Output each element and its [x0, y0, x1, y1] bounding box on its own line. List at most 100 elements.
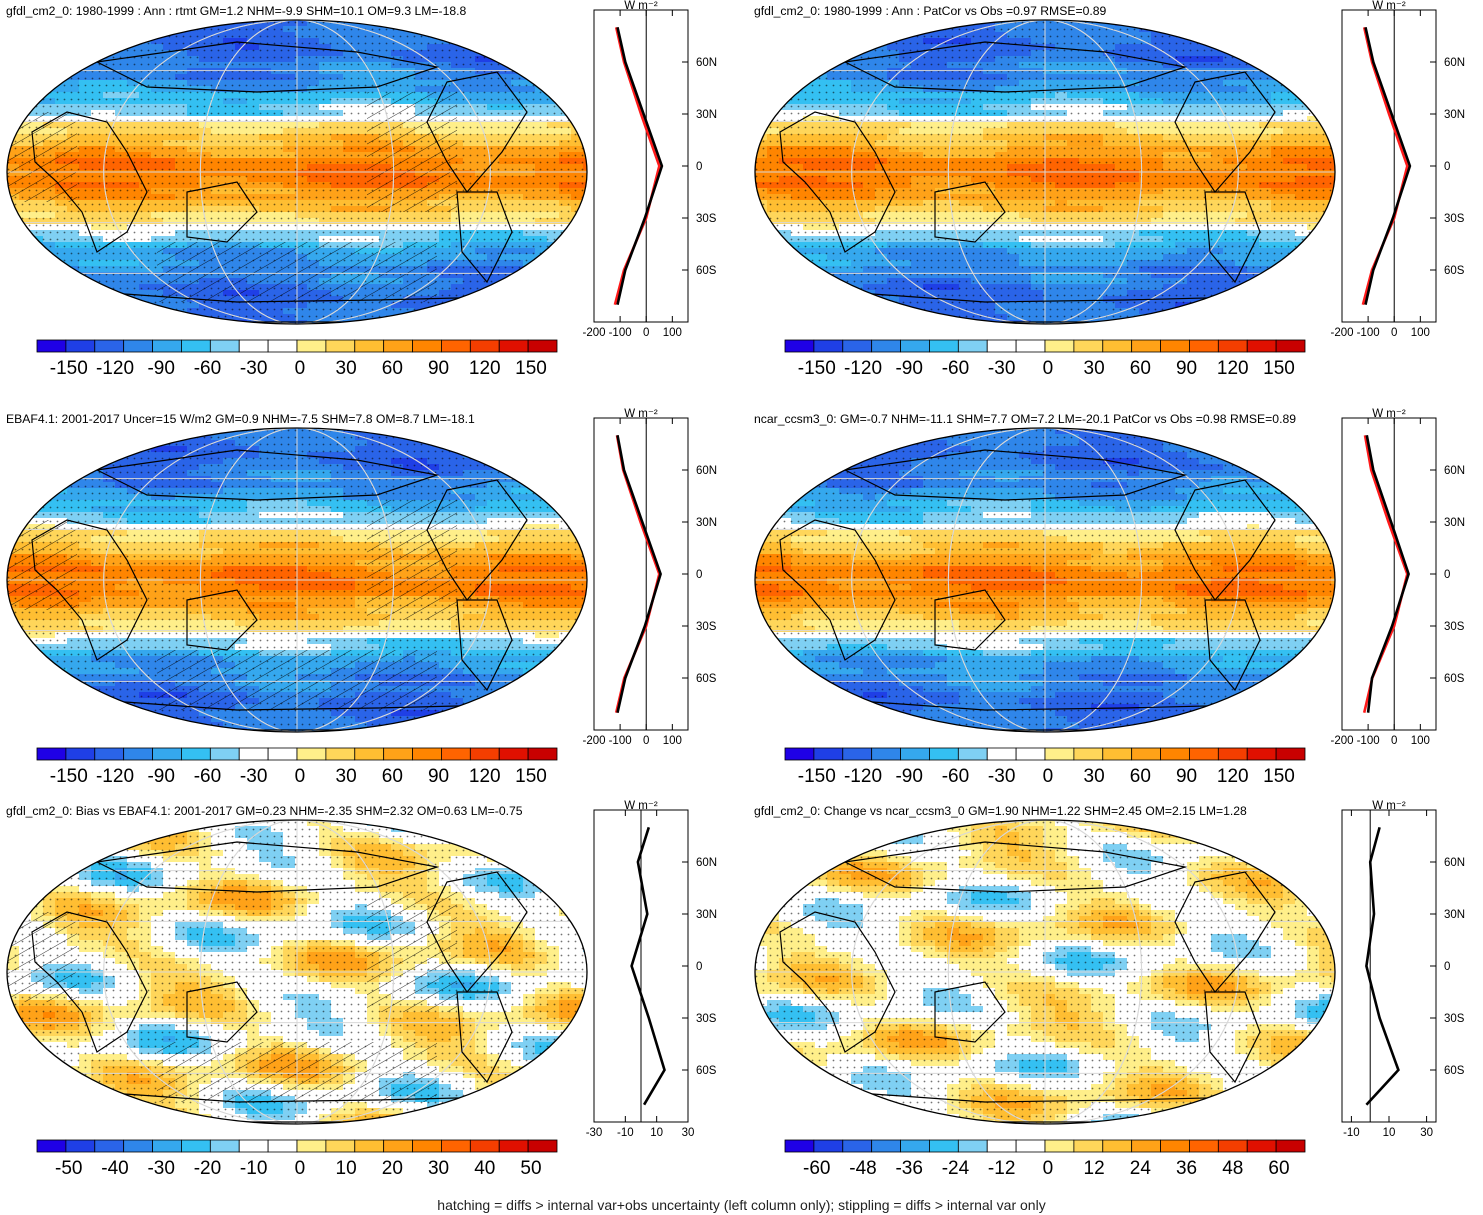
- colorbar-tick-label: -150: [50, 766, 88, 787]
- panel-title: ncar_ccsm3_0: GM=-0.7 NHM=-11.1 SHM=7.7 …: [754, 412, 1297, 426]
- colorbar-tick-label: 60: [382, 766, 403, 787]
- panel-figure: -150 -120 -90 -60 -30 0 30 60 90 120 150 -200 -100 0 1…: [754, 408, 1465, 787]
- latitude-label: 30N: [1444, 909, 1465, 921]
- colorbar-tick-label: 30: [428, 1158, 449, 1179]
- zonal-tick-label: 100: [663, 735, 682, 747]
- colorbar-tick-label: -10: [240, 1158, 267, 1179]
- zonal-tick-label: -200: [1330, 735, 1353, 747]
- zonal-mean-plot: -200 -100 0 100 W m⁻² 60N 30N 0 30S 60S: [582, 408, 717, 747]
- zonal-mean-obs-line: [614, 435, 661, 713]
- colorbar-tick-label: 50: [520, 1158, 541, 1179]
- zonal-mean-change-line: [1365, 826, 1400, 1106]
- colorbar-tick-label: 90: [428, 766, 449, 787]
- colorbar-tick-label: -150: [50, 358, 88, 379]
- colorbar-tick-label: -50: [55, 1158, 82, 1179]
- zonal-tick-label: -200: [1330, 327, 1353, 339]
- zonal-tick-label: 10: [1383, 1127, 1396, 1139]
- colorbar-tick-label: 36: [1176, 1158, 1197, 1179]
- colorbar-tick-label: 150: [515, 358, 547, 379]
- latitude-label: 60S: [696, 265, 717, 277]
- zonal-mean-plot: -200 -100 0 100 W m⁻² 60N 30N 0 30S 60S: [582, 0, 717, 339]
- zonal-mean-bias-line: [630, 826, 666, 1106]
- latitude-label: 60N: [1444, 857, 1465, 869]
- zonal-tick-label: 100: [663, 327, 682, 339]
- zonal-mean-model-line: [1365, 435, 1410, 713]
- colorbar: -150 -120 -90 -60 -30 0 30 60 90 120 150: [784, 747, 1306, 787]
- panel-1: gfdl_cm2_0: 1980-1999 : Ann : PatCor vs …: [748, 0, 1483, 398]
- zonal-mean-obs-line: [1362, 435, 1409, 713]
- zonal-tick-label: 0: [643, 327, 649, 339]
- colorbar: -150 -120 -90 -60 -30 0 30 60 90 120 150: [784, 339, 1306, 379]
- zonal-tick-label: 100: [1411, 327, 1430, 339]
- colorbar-tick-label: -60: [942, 766, 969, 787]
- latitude-label: 0: [696, 569, 702, 581]
- colorbar-tick-label: -150: [798, 766, 836, 787]
- latitude-label: 30S: [1444, 1013, 1465, 1025]
- colorbar-tick-label: -90: [147, 766, 174, 787]
- colorbar-tick-label: -30: [988, 358, 1015, 379]
- latitude-label: 0: [1444, 569, 1450, 581]
- latitude-label: 30S: [696, 213, 717, 225]
- zonal-unit-label: W m⁻²: [624, 408, 658, 420]
- panel-2: EBAF4.1: 2001-2017 Uncer=15 W/m2 GM=0.9 …: [0, 408, 741, 806]
- panel-3: ncar_ccsm3_0: GM=-0.7 NHM=-11.1 SHM=7.7 …: [748, 408, 1483, 806]
- latitude-label: 60N: [696, 57, 717, 69]
- panel-title: gfdl_cm2_0: 1980-1999 : Ann : rtmt GM=1.…: [6, 4, 467, 18]
- panel-5: gfdl_cm2_0: Change vs ncar_ccsm3_0 GM=1.…: [748, 800, 1483, 1198]
- zonal-tick-label: -10: [617, 1127, 634, 1139]
- panel-0: gfdl_cm2_0: 1980-1999 : Ann : rtmt GM=1.…: [0, 0, 741, 398]
- latitude-label: 30N: [1444, 517, 1465, 529]
- panel-title: EBAF4.1: 2001-2017 Uncer=15 W/m2 GM=0.9 …: [6, 412, 475, 426]
- latitude-label: 30S: [1444, 213, 1465, 225]
- colorbar-tick-label: -40: [101, 1158, 128, 1179]
- zonal-tick-label: 30: [1420, 1127, 1433, 1139]
- colorbar: -50 -40 -30 -20 -10 0 10 20 30 40 50: [36, 1139, 558, 1179]
- zonal-mean-plot: -200 -100 0 100 W m⁻² 60N 30N 0 30S 60S: [1330, 408, 1465, 747]
- colorbar-tick-label: -48: [849, 1158, 876, 1179]
- zonal-mean-plot: -10 10 30 W m⁻² 60N 30N 0 30S 60S: [1341, 800, 1465, 1139]
- colorbar-tick-label: 60: [382, 358, 403, 379]
- colorbar: -150 -120 -90 -60 -30 0 30 60 90 120 150: [36, 339, 558, 379]
- colorbar-tick-label: -90: [147, 358, 174, 379]
- colorbar: -60 -48 -36 -24 -12 0 12 24 36 48 60: [784, 1139, 1306, 1179]
- colorbar-tick-label: -60: [803, 1158, 830, 1179]
- zonal-tick-label: 0: [1391, 735, 1397, 747]
- latitude-label: 0: [696, 961, 702, 973]
- colorbar-tick-label: -60: [194, 358, 221, 379]
- colorbar-tick-label: -90: [895, 766, 922, 787]
- zonal-tick-label: -100: [609, 735, 632, 747]
- latitude-label: 30N: [1444, 109, 1465, 121]
- panel-title: gfdl_cm2_0: Bias vs EBAF4.1: 2001-2017 G…: [6, 804, 523, 818]
- zonal-mean-obs-line: [1361, 27, 1409, 306]
- zonal-tick-label: -200: [582, 327, 605, 339]
- latitude-label: 60S: [1444, 265, 1465, 277]
- colorbar-tick-label: 30: [1084, 766, 1105, 787]
- panel-figure: -150 -120 -90 -60 -30 0 30 60 90 120 150 -200 -100 0 1…: [6, 408, 717, 787]
- colorbar-tick-label: 150: [1263, 358, 1295, 379]
- latitude-label: 30S: [696, 621, 717, 633]
- colorbar-tick-label: 0: [295, 358, 306, 379]
- zonal-mean-obs-line: [613, 27, 661, 306]
- colorbar-tick-label: -120: [96, 358, 134, 379]
- colorbar-tick-label: -12: [988, 1158, 1015, 1179]
- colorbar-tick-label: 10: [336, 1158, 357, 1179]
- panel-figure: -150 -120 -90 -60 -30 0 30 60 90 120 150 -200 -100 0 1…: [6, 0, 717, 379]
- latitude-label: 60S: [1444, 1065, 1465, 1077]
- panel-figure: -150 -120 -90 -60 -30 0 30 60 90 120 150 -200 -100 0 1…: [754, 0, 1465, 379]
- colorbar-tick-label: 60: [1130, 358, 1151, 379]
- colorbar-tick-label: -120: [844, 358, 882, 379]
- latitude-label: 30N: [696, 909, 717, 921]
- colorbar: -150 -120 -90 -60 -30 0 30 60 90 120 150: [36, 747, 558, 787]
- colorbar-tick-label: 150: [515, 766, 547, 787]
- panel-figure: -60 -48 -36 -24 -12 0 12 24 36 48 60 -10 10 30 W m⁻² 60…: [754, 800, 1465, 1179]
- latitude-label: 0: [1444, 961, 1450, 973]
- colorbar-tick-label: -60: [942, 358, 969, 379]
- zonal-tick-label: -200: [582, 735, 605, 747]
- colorbar-tick-label: 0: [295, 766, 306, 787]
- colorbar-tick-label: -30: [147, 1158, 174, 1179]
- colorbar-tick-label: 24: [1130, 1158, 1152, 1179]
- latitude-label: 30S: [1444, 621, 1465, 633]
- colorbar-tick-label: 30: [336, 358, 357, 379]
- colorbar-tick-label: 20: [382, 1158, 403, 1179]
- colorbar-tick-label: 40: [474, 1158, 495, 1179]
